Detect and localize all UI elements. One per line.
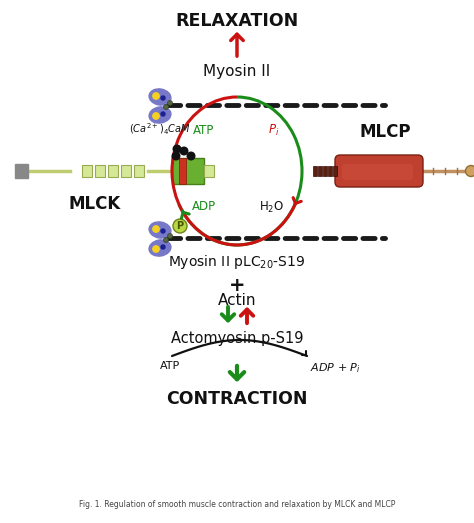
Bar bbox=[313, 166, 317, 176]
Text: ADP: ADP bbox=[192, 200, 216, 213]
Bar bbox=[204, 165, 214, 177]
Circle shape bbox=[164, 237, 168, 243]
Text: Myosin II: Myosin II bbox=[203, 64, 271, 79]
Text: ADP + $P_i$: ADP + $P_i$ bbox=[310, 361, 361, 375]
Text: Actin: Actin bbox=[218, 293, 256, 308]
Text: ATP: ATP bbox=[160, 361, 180, 371]
Text: $P_i$: $P_i$ bbox=[268, 122, 280, 138]
Bar bbox=[318, 166, 322, 176]
Circle shape bbox=[153, 93, 159, 99]
Bar bbox=[15, 164, 28, 178]
Text: Fig. 1. Regulation of smooth muscle contraction and relaxation by MLCK and MLCP: Fig. 1. Regulation of smooth muscle cont… bbox=[79, 500, 395, 509]
Circle shape bbox=[161, 112, 165, 116]
Text: ATP: ATP bbox=[193, 123, 215, 137]
Bar bbox=[121, 165, 131, 177]
Bar bbox=[134, 165, 144, 177]
Circle shape bbox=[172, 152, 180, 160]
Text: CONTRACTION: CONTRACTION bbox=[166, 390, 308, 408]
Ellipse shape bbox=[149, 222, 171, 238]
Ellipse shape bbox=[149, 240, 171, 256]
Text: MLCP: MLCP bbox=[359, 123, 411, 141]
Ellipse shape bbox=[149, 89, 171, 105]
Text: Actomyosin p-S19: Actomyosin p-S19 bbox=[171, 331, 303, 346]
Circle shape bbox=[167, 233, 173, 238]
Text: MLCK: MLCK bbox=[69, 195, 121, 213]
Bar bbox=[82, 165, 92, 177]
Circle shape bbox=[153, 113, 159, 119]
Circle shape bbox=[164, 105, 168, 109]
FancyBboxPatch shape bbox=[335, 155, 423, 187]
Circle shape bbox=[180, 147, 188, 155]
FancyBboxPatch shape bbox=[342, 164, 413, 180]
Ellipse shape bbox=[149, 107, 171, 123]
Circle shape bbox=[173, 145, 181, 153]
Circle shape bbox=[187, 152, 195, 160]
Bar bbox=[323, 166, 327, 176]
Circle shape bbox=[465, 165, 474, 176]
Text: RELAXATION: RELAXATION bbox=[175, 12, 299, 30]
Text: H$_2$O: H$_2$O bbox=[259, 199, 284, 214]
Bar bbox=[333, 166, 337, 176]
Bar bbox=[179, 158, 186, 184]
Text: +: + bbox=[229, 276, 245, 295]
Circle shape bbox=[153, 226, 159, 232]
Circle shape bbox=[161, 229, 165, 233]
Bar bbox=[95, 165, 105, 177]
Circle shape bbox=[153, 246, 159, 252]
Text: $(Ca^{2+})_4CaM$: $(Ca^{2+})_4CaM$ bbox=[129, 122, 191, 137]
Circle shape bbox=[161, 96, 165, 100]
Text: Myosin II pLC$_{20}$-S19: Myosin II pLC$_{20}$-S19 bbox=[168, 253, 306, 271]
Bar bbox=[108, 165, 118, 177]
Circle shape bbox=[161, 245, 165, 249]
Bar bbox=[172, 158, 204, 184]
Text: P: P bbox=[176, 221, 183, 231]
Circle shape bbox=[173, 219, 187, 233]
Circle shape bbox=[167, 100, 173, 106]
Bar bbox=[328, 166, 332, 176]
